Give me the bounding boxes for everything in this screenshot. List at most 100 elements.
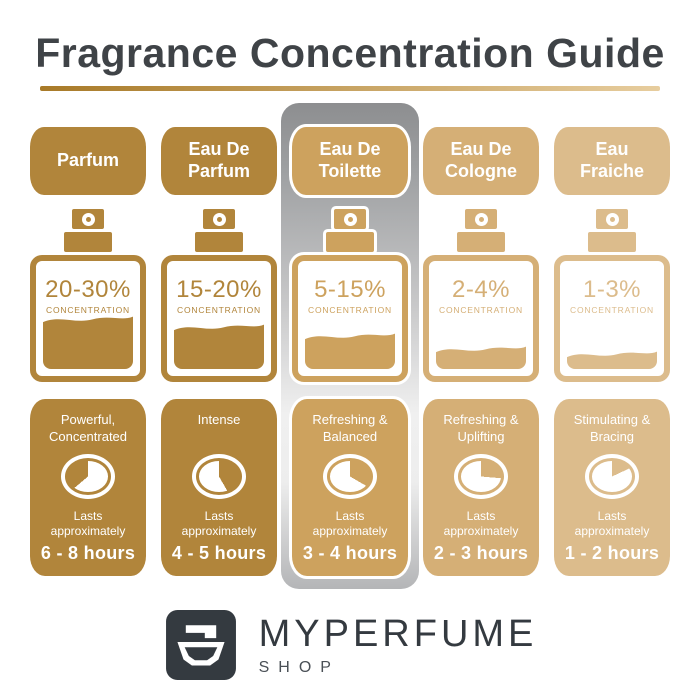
concentration-value: 15-20% — [176, 276, 262, 303]
perfume-bottle-icon: 2-4% CONCENTRATION — [423, 209, 539, 382]
brand-subtitle: SHOP — [258, 659, 340, 676]
liquid-wave-icon — [567, 351, 657, 359]
liquid-fill — [436, 346, 526, 369]
page-title: Fragrance Concentration Guide — [35, 30, 665, 76]
trait-text: Powerful, Concentrated — [48, 412, 128, 444]
duration-value: 1 - 2 hours — [564, 543, 660, 563]
bottle-nozzle — [72, 209, 104, 229]
clock-icon — [585, 454, 639, 499]
clock-pie — [68, 461, 108, 492]
liquid-wave-icon — [174, 324, 264, 333]
nozzle-dot-icon — [343, 212, 357, 226]
bottle-neck — [64, 232, 112, 252]
fragrance-name: Eau Fraiche — [579, 139, 645, 181]
trait-text: Intense — [197, 412, 241, 427]
lasts-label: Lasts approximately — [50, 508, 126, 539]
fragrance-name-badge: Eau De Toilette — [292, 127, 408, 195]
clock-icon — [192, 454, 246, 499]
fragrance-name: Eau De Cologne — [445, 139, 517, 181]
duration-value: 6 - 8 hours — [40, 543, 136, 563]
brand-footer: MYPERFUME SHOP — [0, 607, 700, 683]
fragrance-name: Eau De Toilette — [318, 139, 382, 181]
lasts-label: Lasts approximately — [312, 508, 388, 539]
liquid-fill — [43, 316, 133, 369]
bottle-body: 2-4% CONCENTRATION — [423, 255, 539, 382]
concentration-label: CONCENTRATION — [177, 305, 261, 315]
nozzle-dot-icon — [81, 212, 95, 226]
nozzle-dot-icon — [605, 212, 619, 226]
lasts-label: Lasts approximately — [181, 508, 257, 539]
clock-pie — [199, 461, 239, 492]
concentration-value: 5-15% — [314, 276, 386, 303]
trait-text: Stimulating & Bracing — [573, 412, 651, 444]
bottle-nozzle — [465, 209, 497, 229]
bottle-neck — [588, 232, 636, 252]
liquid-fill — [567, 351, 657, 369]
concentration-value: 20-30% — [45, 276, 131, 303]
info-card: Stimulating & Bracing Lasts approximatel… — [554, 399, 670, 576]
fragrance-name-badge: Eau De Cologne — [423, 127, 539, 195]
clock-pie — [330, 461, 370, 492]
liquid-fill — [174, 324, 264, 369]
nozzle-dot-icon — [212, 212, 226, 226]
info-card: Intense Lasts approximately 4 - 5 hours — [161, 399, 277, 576]
perfume-bottle-icon: 1-3% CONCENTRATION — [554, 209, 670, 382]
brand-name: MYPERFUME — [258, 613, 538, 655]
fragrance-column: Parfum 20-30% CONCENTRATION — [30, 127, 146, 576]
fragrance-name: Parfum — [56, 150, 119, 171]
lasts-label: Lasts approximately — [574, 508, 650, 539]
concentration-label: CONCENTRATION — [570, 305, 654, 315]
fragrance-name-badge: Eau De Parfum — [161, 127, 277, 195]
liquid-fill — [305, 333, 395, 369]
duration-value: 4 - 5 hours — [171, 543, 267, 563]
bottle-body: 5-15% CONCENTRATION — [292, 255, 408, 382]
nozzle-dot-icon — [474, 212, 488, 226]
info-card: Refreshing & Balanced Lasts approximatel… — [292, 399, 408, 576]
bottle-neck — [326, 232, 374, 252]
bottle-nozzle — [596, 209, 628, 229]
duration-value: 2 - 3 hours — [433, 543, 529, 563]
perfume-bottle-icon: 20-30% CONCENTRATION — [30, 209, 146, 382]
fragrance-column: Eau De Parfum 15-20% CONCENTRATION — [161, 127, 277, 576]
liquid-wave-icon — [436, 346, 526, 354]
liquid-wave-icon — [305, 333, 395, 342]
concentration-label: CONCENTRATION — [46, 305, 130, 315]
info-card: Powerful, Concentrated Lasts approximate… — [30, 399, 146, 576]
concentration-label: CONCENTRATION — [439, 305, 523, 315]
fragrance-name-badge: Eau Fraiche — [554, 127, 670, 195]
bottle-body: 15-20% CONCENTRATION — [161, 255, 277, 382]
header: Fragrance Concentration Guide — [0, 0, 700, 91]
clock-icon — [323, 454, 377, 499]
trait-text: Refreshing & Uplifting — [443, 412, 519, 444]
bottle-body: 20-30% CONCENTRATION — [30, 255, 146, 382]
clock-pie — [461, 461, 501, 492]
trait-text: Refreshing & Balanced — [312, 412, 388, 444]
clock-icon — [454, 454, 508, 499]
bottle-neck — [195, 232, 243, 252]
title-underline — [40, 86, 660, 91]
duration-value: 3 - 4 hours — [302, 543, 398, 563]
bottle-body: 1-3% CONCENTRATION — [554, 255, 670, 382]
fragrance-name: Eau De Parfum — [187, 139, 250, 181]
bottle-nozzle — [334, 209, 366, 229]
clock-pie — [592, 461, 632, 492]
fragrance-name-badge: Parfum — [30, 127, 146, 195]
fragrance-column: Eau De Toilette 5-15% CONCENTRATION — [281, 103, 419, 589]
fragrance-columns: Parfum 20-30% CONCENTRATION — [0, 103, 700, 589]
concentration-label: CONCENTRATION — [308, 305, 392, 315]
concentration-value: 2-4% — [451, 276, 511, 303]
lasts-label: Lasts approximately — [443, 508, 519, 539]
fragrance-column: Eau Fraiche 1-3% CONCENTRATION — [554, 127, 670, 576]
perfume-bottle-icon: 15-20% CONCENTRATION — [161, 209, 277, 382]
fragrance-column: Eau De Cologne 2-4% CONCENTRATION — [423, 127, 539, 576]
clock-icon — [61, 454, 115, 499]
liquid-wave-icon — [43, 316, 133, 324]
brand-text: MYPERFUME SHOP — [259, 613, 538, 677]
myperfume-logo-icon — [165, 610, 236, 680]
perfume-bottle-icon: 5-15% CONCENTRATION — [292, 209, 408, 382]
bottle-nozzle — [203, 209, 235, 229]
bottle-neck — [457, 232, 505, 252]
info-card: Refreshing & Uplifting Lasts approximate… — [423, 399, 539, 576]
concentration-value: 1-3% — [582, 276, 642, 303]
